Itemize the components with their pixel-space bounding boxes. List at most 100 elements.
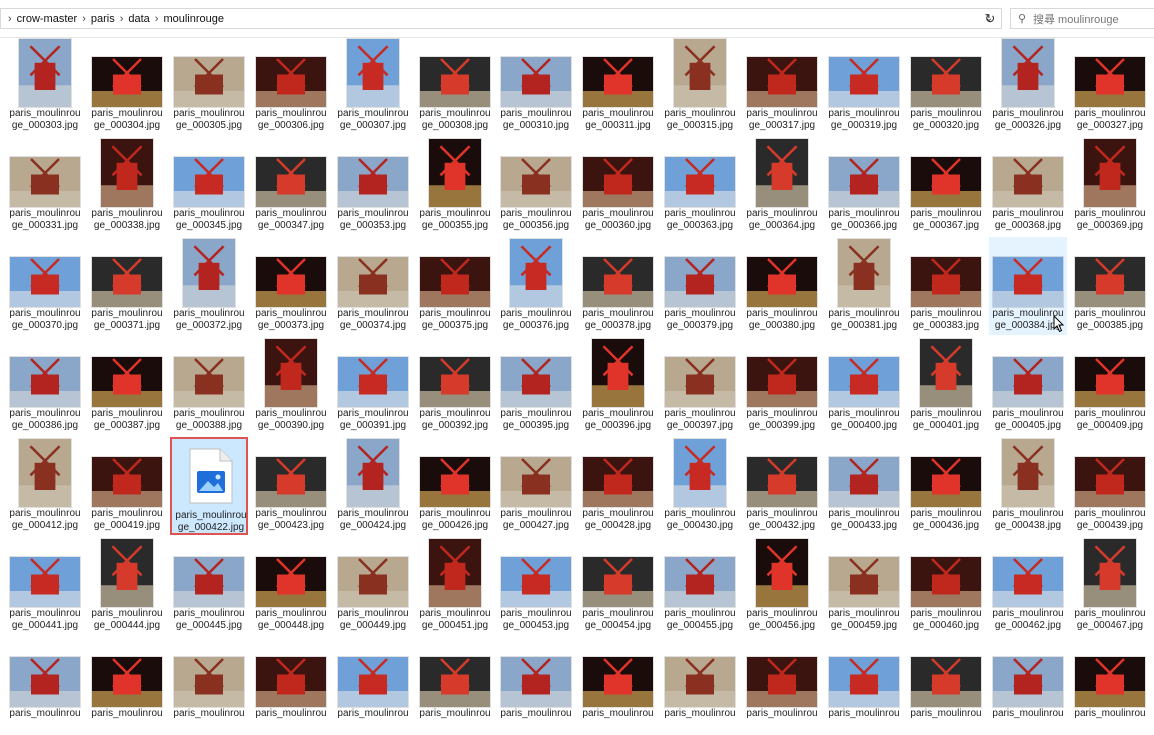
file-item[interactable]: paris_moulinrou ge_000454.jpg [579,537,657,635]
file-item[interactable]: paris_moulinrou ge_000428.jpg [579,437,657,535]
file-item[interactable]: paris_moulinrou ge_000311.jpg [579,37,657,135]
file-item[interactable]: paris_moulinrou ge_000388.jpg [170,337,248,435]
file-item[interactable]: paris_moulinrou ge_000385.jpg [1071,237,1149,335]
file-item[interactable]: paris_moulinrou ge_000375.jpg [416,237,494,335]
file-item[interactable]: paris_moulinrou ge_000455.jpg [661,537,739,635]
file-item[interactable]: paris_moulinrou ge_000307.jpg [334,37,412,135]
file-item[interactable]: paris_moulinrou ge_000405.jpg [989,337,1067,435]
search-input[interactable]: ⚲ 搜尋 moulinrouge [1010,8,1154,29]
file-item[interactable]: paris_moulinrou ge_000409.jpg [1071,337,1149,435]
file-item[interactable]: paris_moulinrou ge_000438.jpg [989,437,1067,535]
file-item[interactable]: paris_moulinrou ge_000366.jpg [825,137,903,235]
file-item[interactable]: paris_moulinrou ge_000456.jpg [743,537,821,635]
file-item[interactable]: paris_moulinrou [334,637,412,735]
file-item[interactable]: paris_moulinrou ge_000395.jpg [497,337,575,435]
file-item[interactable]: paris_moulinrou ge_000315.jpg [661,37,739,135]
file-item[interactable]: paris_moulinrou ge_000326.jpg [989,37,1067,135]
file-item[interactable]: paris_moulinrou ge_000386.jpg [6,337,84,435]
file-item[interactable]: paris_moulinrou ge_000462.jpg [989,537,1067,635]
file-item[interactable]: paris_moulinrou ge_000390.jpg [252,337,330,435]
address-bar[interactable]: › crow-master › paris › data › moulinrou… [0,8,1002,29]
file-item[interactable]: paris_moulinrou ge_000364.jpg [743,137,821,235]
file-item[interactable]: paris_moulinrou ge_000400.jpg [825,337,903,435]
file-item[interactable]: paris_moulinrou ge_000331.jpg [6,137,84,235]
file-item[interactable]: paris_moulinrou [579,637,657,735]
file-item[interactable]: paris_moulinrou [743,637,821,735]
refresh-icon[interactable]: ↻ [979,8,1002,29]
file-item[interactable]: paris_moulinrou ge_000378.jpg [579,237,657,335]
file-item[interactable]: paris_moulinrou ge_000433.jpg [825,437,903,535]
file-item[interactable]: paris_moulinrou ge_000459.jpg [825,537,903,635]
file-item[interactable]: paris_moulinrou ge_000304.jpg [88,37,166,135]
file-item[interactable]: paris_moulinrou ge_000368.jpg [989,137,1067,235]
file-item[interactable]: paris_moulinrou ge_000432.jpg [743,437,821,535]
file-item[interactable]: paris_moulinrou [170,637,248,735]
file-item[interactable]: paris_moulinrou ge_000345.jpg [170,137,248,235]
file-item[interactable]: paris_moulinrou ge_000412.jpg [6,437,84,535]
file-item[interactable]: paris_moulinrou ge_000319.jpg [825,37,903,135]
file-item[interactable]: paris_moulinrou ge_000317.jpg [743,37,821,135]
file-item[interactable]: paris_moulinrou [6,637,84,735]
file-item[interactable]: paris_moulinrou ge_000376.jpg [497,237,575,335]
breadcrumb-item-paris[interactable]: paris [90,12,115,25]
file-item[interactable]: paris_moulinrou ge_000391.jpg [334,337,412,435]
file-item[interactable]: paris_moulinrou ge_000338.jpg [88,137,166,235]
file-item[interactable]: paris_moulinrou ge_000419.jpg [88,437,166,535]
file-item[interactable]: paris_moulinrou ge_000441.jpg [6,537,84,635]
file-item[interactable]: paris_moulinrou ge_000372.jpg [170,237,248,335]
file-item[interactable]: paris_moulinrou ge_000373.jpg [252,237,330,335]
file-item[interactable]: paris_moulinrou ge_000353.jpg [334,137,412,235]
file-item[interactable]: paris_moulinrou ge_000360.jpg [579,137,657,235]
file-item[interactable]: paris_moulinrou [907,637,985,735]
file-item[interactable]: paris_moulinrou ge_000430.jpg [661,437,739,535]
file-item[interactable]: paris_moulinrou ge_000445.jpg [170,537,248,635]
file-item[interactable]: paris_moulinrou [1071,637,1149,735]
file-item[interactable]: paris_moulinrou ge_000347.jpg [252,137,330,235]
file-item[interactable]: paris_moulinrou ge_000370.jpg [6,237,84,335]
file-item[interactable]: paris_moulinrou ge_000305.jpg [170,37,248,135]
file-item[interactable]: paris_moulinrou ge_000448.jpg [252,537,330,635]
file-item[interactable]: paris_moulinrou ge_000369.jpg [1071,137,1149,235]
chevron-down-icon[interactable]: ⌄ [984,13,994,24]
file-item[interactable]: paris_moulinrou ge_000396.jpg [579,337,657,435]
file-item[interactable]: paris_moulinrou ge_000356.jpg [497,137,575,235]
file-item[interactable]: paris_moulinrou ge_000401.jpg [907,337,985,435]
file-item[interactable]: paris_moulinrou ge_000392.jpg [416,337,494,435]
file-item[interactable]: paris_moulinrou ge_000380.jpg [743,237,821,335]
file-item[interactable]: paris_moulinrou ge_000320.jpg [907,37,985,135]
file-item[interactable]: paris_moulinrou ge_000427.jpg [497,437,575,535]
file-item[interactable]: paris_moulinrou ge_000467.jpg [1071,537,1149,635]
file-item[interactable]: paris_moulinrou ge_000306.jpg [252,37,330,135]
file-item[interactable]: paris_moulinrou ge_000367.jpg [907,137,985,235]
file-item[interactable]: paris_moulinrou ge_000381.jpg [825,237,903,335]
file-item[interactable]: paris_moulinrou [416,637,494,735]
file-item[interactable]: paris_moulinrou ge_000387.jpg [88,337,166,435]
file-item[interactable]: paris_moulinrou ge_000379.jpg [661,237,739,335]
file-item[interactable]: paris_moulinrou ge_000453.jpg [497,537,575,635]
file-item[interactable]: paris_moulinrou ge_000449.jpg [334,537,412,635]
file-item[interactable]: paris_moulinrou ge_000451.jpg [416,537,494,635]
file-item[interactable]: paris_moulinrou ge_000355.jpg [416,137,494,235]
file-item[interactable]: paris_moulinrou ge_000363.jpg [661,137,739,235]
file-item[interactable]: paris_moulinrou ge_000397.jpg [661,337,739,435]
file-item[interactable]: paris_moulinrou ge_000327.jpg [1071,37,1149,135]
file-item[interactable]: paris_moulinrou ge_000310.jpg [497,37,575,135]
breadcrumb-item-crow-master[interactable]: crow-master [16,12,78,25]
file-item[interactable]: paris_moulinrou ge_000424.jpg [334,437,412,535]
file-item[interactable]: paris_moulinrou ge_000303.jpg [6,37,84,135]
breadcrumb-item-data[interactable]: data [128,12,150,25]
file-item[interactable]: paris_moulinrou ge_000383.jpg [907,237,985,335]
file-item[interactable]: paris_moulinrou [252,637,330,735]
file-item[interactable]: paris_moulinrou ge_000444.jpg [88,537,166,635]
file-item[interactable]: paris_moulinrou [825,637,903,735]
file-item[interactable]: paris_moulinrou [497,637,575,735]
file-item[interactable]: paris_moulinrou ge_000399.jpg [743,337,821,435]
file-item[interactable]: paris_moulinrou ge_000460.jpg [907,537,985,635]
file-item[interactable]: paris_moulinrou ge_000439.jpg [1071,437,1149,535]
file-item[interactable]: paris_moulinrou ge_000422.jpg [170,437,248,535]
file-item[interactable]: paris_moulinrou [88,637,166,735]
file-item[interactable]: paris_moulinrou ge_000371.jpg [88,237,166,335]
file-item[interactable]: paris_moulinrou ge_000436.jpg [907,437,985,535]
file-item[interactable]: paris_moulinrou [661,637,739,735]
file-item[interactable]: paris_moulinrou ge_000308.jpg [416,37,494,135]
